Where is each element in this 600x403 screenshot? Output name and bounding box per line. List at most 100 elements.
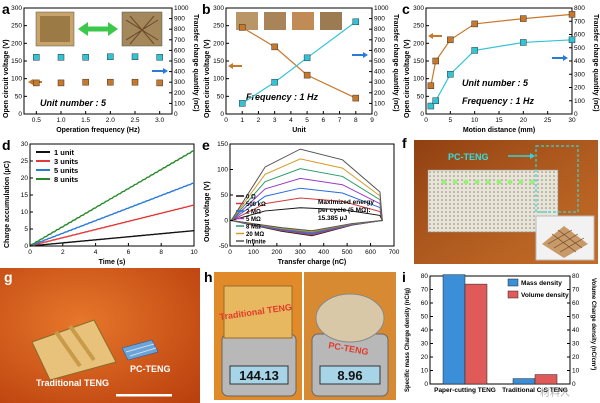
series-line-0 — [241, 26, 357, 99]
bar-0-1 — [512, 378, 536, 385]
panel-i-chart: i Paper-cutting TENG Traditional C-S TENG… — [402, 269, 597, 399]
annotation-frequency: Frequency : 1 Hz — [462, 96, 535, 106]
legend-swatch — [507, 290, 519, 299]
data-point-s1 — [82, 54, 89, 61]
y-tick-label: 10 — [421, 368, 429, 375]
y-tick-label: 300 — [11, 5, 22, 12]
y2-tick-label: 300 — [374, 79, 385, 86]
y2-tick-label: 800 — [174, 26, 185, 33]
left-arrow-head-icon — [228, 63, 233, 69]
data-point-s1 — [303, 54, 311, 62]
y-tick-label: 250 — [213, 23, 224, 30]
legend-label: 5 MΩ — [246, 217, 261, 223]
panel-letter-h: h — [204, 269, 213, 285]
legend-label: 20 MΩ — [246, 232, 264, 238]
y-tick-label: 300 — [213, 5, 224, 12]
y2-tick-label: 50 — [572, 314, 580, 321]
y-tick-label: 50 — [417, 93, 425, 100]
y2-axis-label: Transfer charge quantity (nC) — [192, 14, 199, 112]
y2-tick-label: 40 — [572, 327, 580, 334]
y-tick-label: 0 — [24, 243, 28, 250]
x-tick-label: 200 — [271, 249, 282, 256]
panel-a: a Unit number : 5 0.5 1.0 1.5 2.0 2.5 3.0 0 50 1… — [0, 0, 200, 134]
bar-1-0 — [464, 283, 488, 385]
data-point-s1 — [568, 36, 576, 44]
y-tick-label: 100 — [217, 167, 228, 174]
series-line-0 — [430, 13, 573, 86]
legend-label: 8 units — [54, 175, 78, 184]
teng-photo-expanded — [121, 11, 163, 47]
left-arrow-head-icon — [28, 79, 33, 85]
legend-label: Mass density — [521, 280, 562, 287]
y2-tick-label: 400 — [174, 69, 185, 76]
x-tick-label: 600 — [365, 249, 376, 256]
watermark: 材料人 — [540, 386, 570, 399]
panel-i-ticks: 0 10 20 30 40 50 60 70 80 0 10 20 30 40 50 60 70 80 — [421, 273, 580, 388]
highlight-box — [535, 145, 579, 213]
led-light — [496, 179, 502, 185]
y-tick-label: 200 — [213, 40, 224, 47]
category-label: Traditional C-S TENG — [502, 387, 568, 394]
panel-d-ticks: 0 2 4 6 8 10 0 5 10 15 20 25 30 — [21, 141, 198, 256]
y2-tick-label: 0 — [374, 111, 378, 118]
data-point-s0 — [447, 36, 454, 44]
y2-tick-label: 0 — [174, 111, 178, 118]
y-tick-label: 100 — [11, 76, 22, 83]
y-tick-label: 250 — [413, 23, 424, 30]
y-tick-label: 300 — [413, 5, 424, 12]
panel-c-marks — [427, 11, 576, 110]
scale-plate — [315, 293, 385, 343]
legend-label: Volume density — [521, 292, 569, 299]
x-tick-label: 4 — [94, 249, 98, 256]
panel-a-ticks: 0.5 1.0 1.5 2.0 2.5 3.0 0 50 100 150 200 250 300 0 100… — [11, 5, 189, 124]
annotation-unit-number: Unit number : 5 — [40, 98, 107, 108]
x-axis-label: Unit — [292, 127, 306, 134]
y-axis-label: Open circuit voltage (V) — [204, 39, 211, 118]
y2-tick-label: 30 — [572, 341, 580, 348]
y-axis-label: Charge accumulation (μC) — [4, 161, 11, 248]
panel-letter-e: e — [202, 137, 210, 153]
legend-label: 5 units — [54, 166, 78, 175]
x-tick-label: 15 — [495, 117, 503, 124]
data-point-s1 — [107, 53, 114, 61]
x-tick-label: 8 — [354, 117, 358, 124]
data-point-s1 — [427, 102, 435, 110]
x-tick-label: 10 — [471, 117, 479, 124]
legend-label: 8 MΩ — [246, 225, 261, 231]
y2-axis-label: Transfer charge quantity (nC) — [392, 14, 399, 112]
y2-tick-label: 600 — [374, 47, 385, 54]
scale-reading-right: 8.96 — [337, 368, 362, 383]
y2-tick-label: 1000 — [374, 5, 389, 12]
panel-b-ticks: 0 1 2 3 4 5 6 7 8 9050100150200250300010020030040… — [213, 5, 389, 124]
y-tick-label: 50 — [421, 314, 429, 321]
teng-photo-flat-inner — [40, 16, 70, 42]
data-point-s0 — [107, 78, 114, 86]
y-tick-label: 0 — [18, 111, 22, 118]
x-tick-label: 10 — [190, 249, 198, 256]
y-tick-label: -50 — [219, 243, 229, 250]
legend: Mass density Volume density — [507, 278, 569, 299]
data-point-s0 — [82, 78, 89, 86]
y-tick-label: 20 — [421, 354, 429, 361]
data-point-s0 — [156, 79, 163, 87]
x-tick-label: 2.0 — [106, 117, 115, 124]
legend-swatch — [507, 278, 519, 287]
y2-tick-label: 10 — [572, 368, 580, 375]
panel-i: i Paper-cutting TENG Traditional C-S TENG… — [400, 268, 600, 403]
legend-label: 3 units — [54, 157, 78, 166]
x-tick-label: 4 — [289, 117, 293, 124]
pc-teng-label: PC-TENG — [448, 152, 489, 162]
x-tick-label: 25 — [544, 117, 552, 124]
series-line-3 — [29, 150, 195, 247]
y2-tick-label: 800 — [574, 5, 585, 12]
y-tick-label: 200 — [11, 40, 22, 47]
annotation-line-2: per cycle (5 MΩ): — [318, 207, 371, 214]
y2-tick-label: 60 — [572, 300, 580, 307]
pc-teng-device — [121, 339, 159, 361]
y2-axis-label: Transfer charge quantity (nC) — [592, 14, 599, 112]
legend-label: Infinite — [246, 240, 266, 246]
y-tick-label: 80 — [421, 273, 429, 280]
panel-d: d 1 unit 3 units 5 units 8 units 0 2 4 6 8 10 0 5 1… — [0, 134, 200, 268]
x-tick-label: 2.5 — [130, 117, 139, 124]
